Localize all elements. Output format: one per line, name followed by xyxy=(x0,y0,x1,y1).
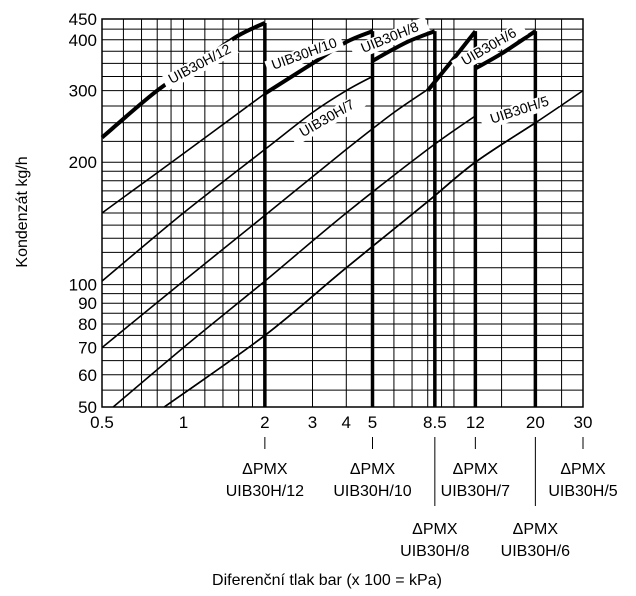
dpmx-model: UIB30H/6 xyxy=(501,543,570,560)
dpmx-symbol: ΔPMX xyxy=(453,461,499,478)
plot-frame xyxy=(101,18,584,408)
curve-line xyxy=(112,115,476,408)
dpmx-model: UIB30H/8 xyxy=(400,543,469,560)
curve-line-upper xyxy=(474,29,537,71)
x-tick-label: 30 xyxy=(574,413,593,432)
dpmx-symbol: ΔPMX xyxy=(242,461,288,478)
curves xyxy=(100,21,584,408)
curve-label-bg xyxy=(161,39,239,91)
y-tick-label: 70 xyxy=(78,339,97,358)
dpmx-model: UIB30H/10 xyxy=(333,483,411,500)
x-tick-label: 4 xyxy=(342,413,351,432)
curve-line-upper xyxy=(371,29,436,63)
y-tick-label: 300 xyxy=(69,82,97,101)
x-tick-label: 2 xyxy=(260,413,269,432)
dpmx-symbol: ΔPMX xyxy=(350,461,396,478)
y-tick-label: 80 xyxy=(78,315,97,334)
curve-label-bg xyxy=(451,21,528,75)
curve-label: UIB30H/5 xyxy=(488,93,551,127)
curve-label-bg xyxy=(350,16,431,61)
y-tick-label: 450 xyxy=(69,10,97,29)
y-tick-label: 90 xyxy=(78,294,97,313)
dpmx-symbol: ΔPMX xyxy=(412,521,458,538)
plot-border xyxy=(101,18,584,408)
curve-label-bg xyxy=(264,34,345,76)
x-tick-label: 5 xyxy=(368,413,377,432)
x-tick-label: 1 xyxy=(179,413,188,432)
curve-line-lower xyxy=(101,92,266,214)
dpmx-model: UIB30H/12 xyxy=(226,483,304,500)
dpmx-symbol: ΔPMX xyxy=(560,461,606,478)
curve-line xyxy=(163,89,584,408)
y-tick-label: 50 xyxy=(78,398,97,417)
dpmx-symbol: ΔPMX xyxy=(513,521,559,538)
curve-line xyxy=(101,75,373,282)
x-tick-label: 8.5 xyxy=(423,413,447,432)
curve-label-bg xyxy=(479,91,561,131)
x-tick-label: 20 xyxy=(526,413,545,432)
x-tick-label: 3 xyxy=(308,413,317,432)
y-tick-label: 400 xyxy=(69,31,97,50)
dpmx-model: UIB30H/7 xyxy=(441,483,510,500)
y-tick-label: 100 xyxy=(69,276,97,295)
dpmx-model: UIB30H/5 xyxy=(548,483,617,500)
curve-line-upper xyxy=(426,29,477,92)
y-tick-label: 200 xyxy=(69,153,97,172)
y-axis-title: Kondenzát kg/h xyxy=(14,156,31,267)
x-tick-label: 12 xyxy=(466,413,485,432)
tick-labels: 0.5 1 2 3 4 5 8.5 12 20 3050607080901002003004004… xyxy=(69,10,593,432)
y-tick-label: 60 xyxy=(78,366,97,385)
curve-line xyxy=(101,84,436,349)
curve-label-bg xyxy=(289,92,366,146)
dpmx-labels: ΔPMX UIB30H/12 ΔPMX UIB30H/10 ΔPMX UIB30H/8 ΔP… xyxy=(226,437,618,560)
x-axis-title: Diferenční tlak bar (x 100 = kPa) xyxy=(212,572,442,589)
x-tick-label: 0.5 xyxy=(90,413,114,432)
